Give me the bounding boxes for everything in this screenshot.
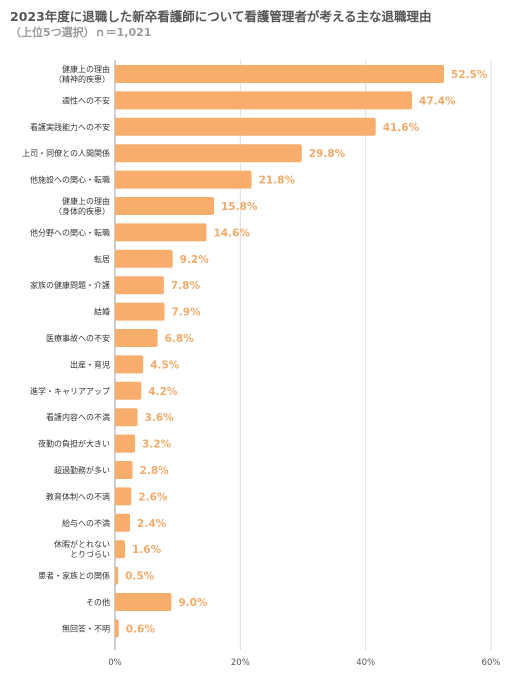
x-axis-ticks: 0% 20% 40% 60% (108, 658, 500, 668)
category-label: 夜勤の負担が大きい (38, 439, 110, 449)
x-tick-label: 40% (356, 658, 375, 668)
bar (115, 276, 164, 295)
bar (115, 593, 172, 611)
value-label: 47.4% (419, 95, 456, 107)
bar (115, 302, 165, 321)
category-label: 上司・同僚との人間関係 (22, 148, 110, 158)
category-label: 看護実践能力への不安 (30, 122, 110, 132)
category-label: 患者・家族との関係 (38, 571, 110, 581)
bar (115, 619, 119, 638)
value-label: 7.8% (171, 280, 201, 292)
value-label: 0.5% (125, 571, 155, 583)
value-label: 2.6% (138, 491, 168, 503)
category-label: 出産・育児 (70, 359, 110, 369)
value-label: 4.5% (150, 359, 180, 371)
value-label: 29.8% (309, 148, 346, 160)
category-label: 進学・キャリアアップ (30, 386, 110, 396)
value-label: 41.6% (383, 122, 420, 134)
chart-title: 2023年度に退職した新卒看護師について看護管理者が考える主な退職理由 (10, 9, 432, 24)
category-label: 家族の健康問題・介護 (30, 280, 110, 290)
value-label: 1.6% (132, 544, 162, 556)
category-label: 無回答・不明 (62, 623, 110, 633)
value-label: 3.2% (142, 439, 172, 451)
category-label: 他分野への関心・転職 (30, 227, 110, 237)
value-label: 21.8% (259, 175, 296, 187)
category-label: 教育体制への不満 (46, 491, 110, 501)
chart-subtitle: （上位5つ選択）ｎ＝1,021 (10, 26, 152, 39)
bar (115, 329, 158, 347)
bar (115, 355, 144, 374)
category-label: 看護内容への不満 (46, 412, 110, 422)
bar (115, 249, 173, 268)
value-label: 0.6% (126, 623, 156, 635)
value-label: 14.6% (213, 227, 250, 239)
bar (115, 65, 444, 83)
value-label: 3.6% (145, 412, 175, 424)
category-label: 健康上の理由（身体的疾患） (54, 196, 110, 216)
category-label: 給与への不満 (62, 518, 110, 528)
bars (115, 65, 444, 638)
value-label: 2.8% (140, 465, 170, 477)
bar (115, 540, 126, 559)
bar (115, 144, 302, 163)
category-label: 超過勤務が多い (54, 465, 110, 475)
bar (115, 197, 215, 215)
value-label: 2.4% (137, 518, 167, 530)
value-label: 9.0% (178, 597, 208, 609)
category-label: その他 (86, 597, 110, 607)
bar (115, 566, 119, 585)
value-label: 9.2% (180, 254, 210, 266)
bar (115, 170, 252, 189)
value-label: 7.9% (172, 307, 202, 319)
value-labels: 52.5% 47.4% 41.6% 29.8% 21.8% 15.8% 14.6% 9.2% 7… (125, 69, 488, 635)
x-tick-label: 60% (482, 658, 501, 668)
category-label: 健康上の理由（精神的疾患） (54, 64, 110, 84)
value-label: 6.8% (165, 333, 195, 345)
bar (115, 434, 136, 453)
bar (115, 513, 131, 532)
x-tick-label: 20% (231, 658, 250, 668)
category-label: 転居 (94, 255, 110, 264)
x-tick-label: 0% (108, 658, 122, 668)
category-label: 他施設への関心・転職 (30, 175, 110, 185)
category-label: 医療事故への不安 (46, 333, 110, 343)
category-label: 適性への不安 (62, 95, 110, 105)
value-label: 4.2% (148, 386, 178, 398)
category-labels: 健康上の理由（精神的疾患） 適性への不安看護実践能力への不安上司・同僚との人間関係… (22, 64, 110, 633)
bar (115, 223, 207, 242)
bar (115, 117, 376, 136)
bar (115, 408, 138, 427)
bar (115, 487, 132, 506)
category-label: 結婚 (94, 307, 110, 317)
category-label: 休暇がとれないとりづらい (54, 539, 110, 559)
bar (115, 91, 413, 110)
bar (115, 461, 133, 479)
bar (115, 381, 142, 400)
value-label: 15.8% (221, 201, 258, 213)
value-label: 52.5% (451, 69, 488, 81)
